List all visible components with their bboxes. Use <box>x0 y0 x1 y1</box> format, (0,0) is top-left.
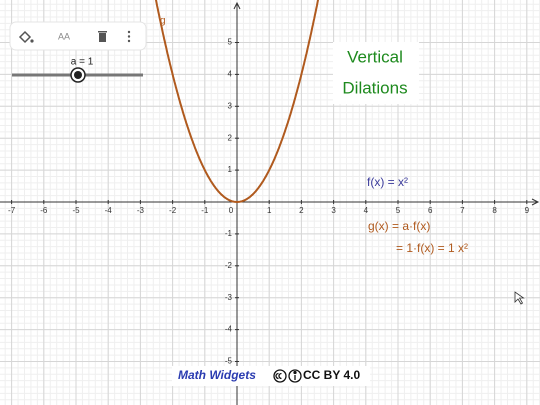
title-box <box>333 42 419 104</box>
x-tick-label: 2 <box>299 206 304 215</box>
x-tick-label: 8 <box>492 206 497 215</box>
y-axis-arrow <box>233 1 241 10</box>
footer-box <box>172 366 370 386</box>
x-tick-label: -3 <box>137 206 145 215</box>
title: Dilations <box>342 78 407 97</box>
x-tick-label: 4 <box>364 206 369 215</box>
curve-label: g <box>160 16 166 27</box>
x-tick-label: -5 <box>72 206 80 215</box>
x-axis-arrow <box>531 198 540 206</box>
y-tick-label: -3 <box>225 293 233 302</box>
y-tick-label: 2 <box>228 133 233 142</box>
y-tick-label: -2 <box>225 261 233 270</box>
style-button[interactable]: AA <box>58 31 70 41</box>
brand: Math Widgets <box>178 368 256 382</box>
curve-g[interactable] <box>153 0 320 203</box>
menu-icon[interactable] <box>127 30 131 43</box>
y-tick-label: 3 <box>228 101 233 110</box>
y-tick-label: -4 <box>225 325 233 334</box>
x-tick-label: 3 <box>331 206 336 215</box>
y-tick-label: 1 <box>228 165 233 174</box>
x-tick-label: 5 <box>396 206 401 215</box>
y-tick-label: 4 <box>228 70 233 79</box>
cc-icons <box>273 369 302 383</box>
title: Vertical <box>347 47 403 66</box>
fill-icon[interactable] <box>18 30 34 44</box>
g-definition: g(x) = a·f(x) <box>368 219 430 233</box>
g-evaluation: = 1·f(x) = 1 x² <box>396 241 468 255</box>
origin-label: 0 <box>229 206 234 215</box>
f-definition: f(x) = x² <box>367 175 408 189</box>
slider-label: a = 1 <box>71 57 94 68</box>
cursor <box>514 291 525 305</box>
x-tick-label: 6 <box>428 206 433 215</box>
x-tick-label: 9 <box>525 206 530 215</box>
y-tick-label: -5 <box>225 357 233 366</box>
delete-icon[interactable] <box>98 31 107 42</box>
y-tick-label: 5 <box>228 38 233 47</box>
slider-handle[interactable] <box>74 71 82 79</box>
license: CC BY 4.0 <box>303 368 360 382</box>
x-tick-label: -6 <box>40 206 48 215</box>
x-tick-label: -2 <box>169 206 177 215</box>
style-toolbar <box>9 21 147 51</box>
x-tick-label: 1 <box>267 206 272 215</box>
x-tick-label: 7 <box>460 206 465 215</box>
x-tick-label: -1 <box>201 206 209 215</box>
y-tick-label: -1 <box>225 229 233 238</box>
x-tick-label: -7 <box>8 206 16 215</box>
x-tick-label: -4 <box>105 206 113 215</box>
